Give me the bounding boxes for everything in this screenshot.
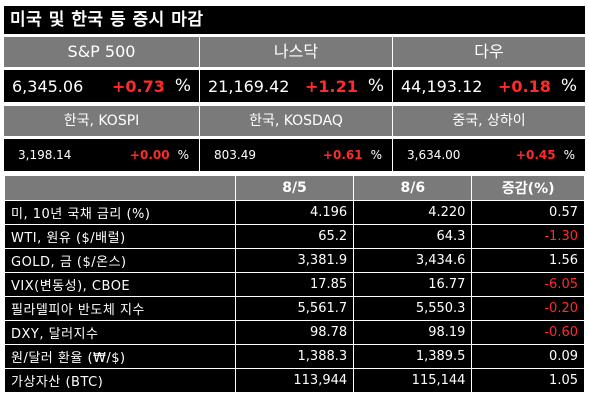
index-name-shanghai: 중국, 상하이 — [393, 106, 585, 136]
change-percent: -6.05 — [471, 272, 585, 297]
index-value-kosdaq: 803.49 +0.61 % — [200, 139, 393, 171]
page-title: 미국 및 한국 등 증시 마감 — [4, 6, 585, 34]
column-header-change: 증감(%) — [471, 175, 585, 201]
percent-unit: % — [177, 148, 189, 162]
index-value-sp500: 6,345.06 +0.73 % — [4, 70, 200, 102]
index-change: +0.45 — [515, 148, 556, 162]
index-change: +1.21 — [304, 76, 358, 96]
index-change: +0.61 — [322, 148, 363, 162]
index-name-kosdaq: 한국, KOSDAQ — [200, 106, 393, 136]
table-row: VIX(변동성), CBOE 17.85 16.77 -6.05 — [4, 272, 585, 297]
index-value: 44,193.12 — [401, 76, 483, 96]
index-value-row-bottom: 3,198.14 +0.00 % 803.49 +0.61 % 3,634.00… — [4, 139, 585, 171]
value-8-5: 4.196 — [234, 200, 355, 225]
index-value: 21,169.42 — [208, 76, 290, 96]
index-header-row-top: S&P 500 나스닥 다우 — [4, 37, 585, 70]
value-8-5: 5,561.7 — [234, 296, 355, 321]
table-row: 필라델피아 반도체 지수 5,561.7 5,550.3 -0.20 — [4, 296, 585, 321]
change-percent: -1.30 — [471, 224, 585, 249]
index-value-shanghai: 3,634.00 +0.45 % — [393, 139, 585, 171]
row-label: WTI, 원유 ($/배럴) — [4, 224, 236, 249]
column-header-label — [4, 175, 236, 201]
index-value: 803.49 — [214, 148, 256, 162]
row-label: 필라델피아 반도체 지수 — [4, 296, 236, 321]
index-value: 3,634.00 — [407, 148, 461, 162]
percent-unit: % — [560, 76, 577, 96]
value-8-6: 98.19 — [353, 320, 473, 345]
value-8-5: 98.78 — [234, 320, 355, 345]
table-row: 원/달러 환율 (₩/$) 1,388.3 1,389.5 0.09 — [4, 344, 585, 369]
value-8-6: 1,389.5 — [353, 344, 473, 369]
percent-unit: % — [563, 148, 575, 162]
index-name-dow: 다우 — [393, 37, 585, 67]
row-label: VIX(변동성), CBOE — [4, 272, 236, 297]
column-header-date2: 8/6 — [353, 175, 473, 201]
value-8-6: 64.3 — [353, 224, 473, 249]
value-8-6: 4.220 — [353, 200, 473, 225]
change-percent: 0.09 — [471, 344, 585, 369]
value-8-5: 3,381.9 — [234, 248, 355, 273]
index-value-dow: 44,193.12 +0.18 % — [393, 70, 585, 102]
indicator-table: 8/5 8/6 증감(%) 미, 10년 국채 금리 (%) 4.196 4.220… — [4, 175, 585, 393]
row-label: DXY, 달러지수 — [4, 320, 236, 345]
value-8-6: 5,550.3 — [353, 296, 473, 321]
value-8-6: 3,434.6 — [353, 248, 473, 273]
row-label: 미, 10년 국채 금리 (%) — [4, 200, 236, 225]
index-summary-grid: S&P 500 나스닥 다우 6,345.06 +0.73 % 21,169.4… — [4, 37, 585, 171]
percent-unit: % — [174, 76, 191, 96]
index-name-nasdaq: 나스닥 — [200, 37, 393, 67]
index-change: +0.00 — [129, 148, 170, 162]
table-body: 미, 10년 국채 금리 (%) 4.196 4.220 0.57 WTI, 원유 ($… — [4, 200, 585, 393]
value-8-6: 115,144 — [353, 368, 473, 393]
table-row: DXY, 달러지수 98.78 98.19 -0.60 — [4, 320, 585, 345]
value-8-6: 16.77 — [353, 272, 473, 297]
table-row: 가상자산 (BTC) 113,944 115,144 1.05 — [4, 368, 585, 393]
value-8-5: 17.85 — [234, 272, 355, 297]
index-value-row-top: 6,345.06 +0.73 % 21,169.42 +1.21 % 44,19… — [4, 70, 585, 106]
change-percent: 1.56 — [471, 248, 585, 273]
value-8-5: 1,388.3 — [234, 344, 355, 369]
value-8-5: 113,944 — [234, 368, 355, 393]
index-value-nasdaq: 21,169.42 +1.21 % — [200, 70, 393, 102]
row-label: GOLD, 금 ($/온스) — [4, 248, 236, 273]
index-value: 6,345.06 — [12, 76, 84, 96]
row-label: 가상자산 (BTC) — [4, 368, 236, 393]
change-percent: 1.05 — [471, 368, 585, 393]
value-8-5: 65.2 — [234, 224, 355, 249]
row-label: 원/달러 환율 (₩/$) — [4, 344, 236, 369]
change-percent: -0.60 — [471, 320, 585, 345]
table-row: 미, 10년 국채 금리 (%) 4.196 4.220 0.57 — [4, 200, 585, 225]
index-value-kospi: 3,198.14 +0.00 % — [4, 139, 200, 171]
table-row: WTI, 원유 ($/배럴) 65.2 64.3 -1.30 — [4, 224, 585, 249]
index-change: +0.18 — [497, 76, 551, 96]
index-header-row-bottom: 한국, KOSPI 한국, KOSDAQ 중국, 상하이 — [4, 106, 585, 139]
index-name-sp500: S&P 500 — [4, 37, 200, 67]
index-value: 3,198.14 — [18, 148, 72, 162]
table-row: GOLD, 금 ($/온스) 3,381.9 3,434.6 1.56 — [4, 248, 585, 273]
index-change: +0.73 — [111, 76, 165, 96]
percent-unit: % — [370, 148, 382, 162]
index-name-kospi: 한국, KOSPI — [4, 106, 200, 136]
percent-unit: % — [367, 76, 384, 96]
change-percent: 0.57 — [471, 200, 585, 225]
table-header-row: 8/5 8/6 증감(%) — [4, 175, 585, 201]
change-percent: -0.20 — [471, 296, 585, 321]
column-header-date1: 8/5 — [234, 175, 355, 201]
